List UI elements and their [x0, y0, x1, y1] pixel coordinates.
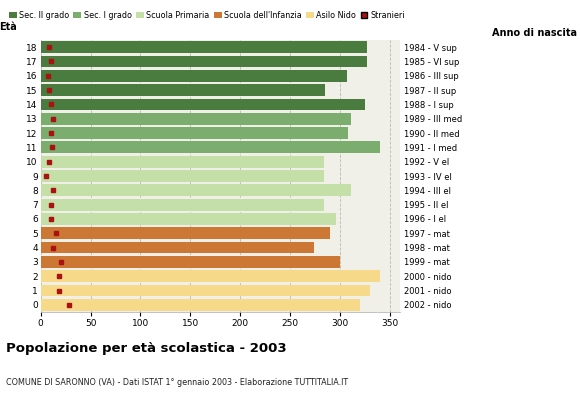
Bar — [41, 156, 324, 168]
Text: COMUNE DI SARONNO (VA) - Dati ISTAT 1° gennaio 2003 - Elaborazione TUTTITALIA.IT: COMUNE DI SARONNO (VA) - Dati ISTAT 1° g… — [6, 378, 348, 387]
Bar — [41, 270, 380, 282]
Bar — [41, 184, 351, 196]
Bar — [41, 199, 324, 210]
Bar — [41, 98, 365, 110]
Bar — [41, 113, 351, 125]
Bar — [41, 256, 340, 268]
Bar — [41, 84, 325, 96]
Text: Popolazione per età scolastica - 2003: Popolazione per età scolastica - 2003 — [6, 342, 287, 355]
Bar — [41, 227, 330, 239]
Bar — [41, 127, 348, 139]
Bar — [41, 56, 367, 67]
Bar — [41, 142, 380, 153]
Bar — [41, 299, 360, 311]
Bar — [41, 285, 370, 296]
Text: Anno di nascita: Anno di nascita — [492, 28, 577, 38]
Bar — [41, 41, 367, 53]
Bar — [41, 70, 347, 82]
Text: Età: Età — [0, 22, 17, 32]
Bar — [41, 242, 314, 254]
Legend: Sec. II grado, Sec. I grado, Scuola Primaria, Scuola dell'Infanzia, Asilo Nido, : Sec. II grado, Sec. I grado, Scuola Prim… — [9, 11, 405, 20]
Bar — [41, 170, 324, 182]
Bar — [41, 213, 336, 225]
